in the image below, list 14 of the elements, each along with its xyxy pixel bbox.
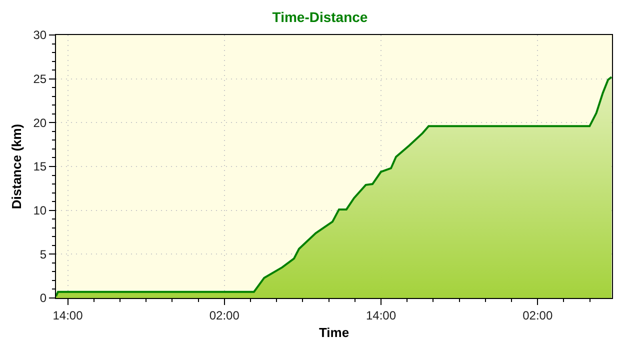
y-tick-label: 0 (40, 291, 47, 306)
x-tick-label: 14:00 (366, 308, 396, 322)
x-axis-title: Time (318, 325, 350, 340)
y-tick-label: 25 (33, 72, 47, 86)
x-tick-label: 14:00 (52, 308, 84, 322)
y-tick-label: 5 (40, 247, 47, 262)
y-tick-label: 15 (33, 160, 47, 174)
x-tick-label: 02:00 (522, 308, 553, 322)
y-tick-label: 20 (33, 116, 47, 130)
y-axis-title: Distance (km) (9, 124, 24, 210)
chart-title: Time-Distance (272, 9, 368, 26)
y-tick-label: 10 (33, 204, 47, 218)
x-tick-label: 02:00 (209, 308, 240, 322)
y-tick-label: 30 (33, 28, 47, 42)
